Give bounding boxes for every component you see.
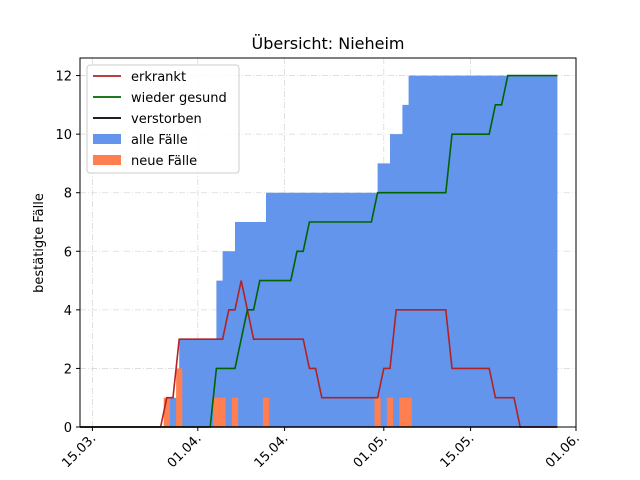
legend-label: neue Fälle — [131, 154, 197, 169]
chart-title: Übersicht: Nieheim — [251, 34, 404, 53]
line-series-wieder-gesund — [80, 74, 558, 428]
bar-neue-faelle — [219, 397, 226, 427]
legend: erkrankt wieder gesund verstorben alle Fäll… — [86, 64, 240, 174]
legend-label: wieder gesund — [131, 91, 227, 106]
line-series-erkrankt — [80, 280, 558, 428]
y-tick-label: 8 — [64, 187, 72, 202]
x-tick-label: 15.04. — [252, 431, 292, 471]
y-axis-label: bestätigte Fälle — [32, 193, 47, 293]
legend-swatch — [93, 155, 121, 165]
bar-neue-faelle — [374, 397, 381, 427]
x-tick-label: 15.05. — [438, 431, 478, 471]
legend-label: verstorben — [131, 112, 202, 127]
bar-neue-faelle — [262, 397, 270, 427]
y-tick-label: 0 — [64, 421, 72, 436]
bar-neue-faelle — [163, 397, 170, 427]
legend-label: alle Fälle — [131, 133, 188, 148]
legend-swatch — [93, 134, 121, 144]
legend-box — [86, 64, 240, 174]
y-tick-label: 2 — [64, 362, 72, 377]
bar-neue-faelle — [386, 397, 394, 427]
bar-neue-faelle — [176, 368, 183, 427]
y-tick-label: 10 — [55, 128, 72, 143]
bar-neue-faelle — [213, 397, 220, 427]
bar-neue-faelle — [405, 397, 412, 427]
x-tick-label: 01.05. — [351, 431, 391, 471]
y-tick-label: 4 — [64, 304, 72, 319]
x-tick-label: 15.03. — [59, 431, 99, 471]
bar-neue-faelle — [231, 397, 239, 427]
bar-neue-faelle — [399, 397, 406, 427]
y-tick-label: 12 — [55, 70, 72, 85]
legend-label: erkrankt — [131, 70, 186, 85]
x-tick-label: 01.06. — [543, 431, 583, 471]
plot-frame — [79, 57, 577, 428]
y-tick-label: 6 — [64, 245, 72, 260]
x-tick-label: 01.04. — [165, 431, 205, 471]
